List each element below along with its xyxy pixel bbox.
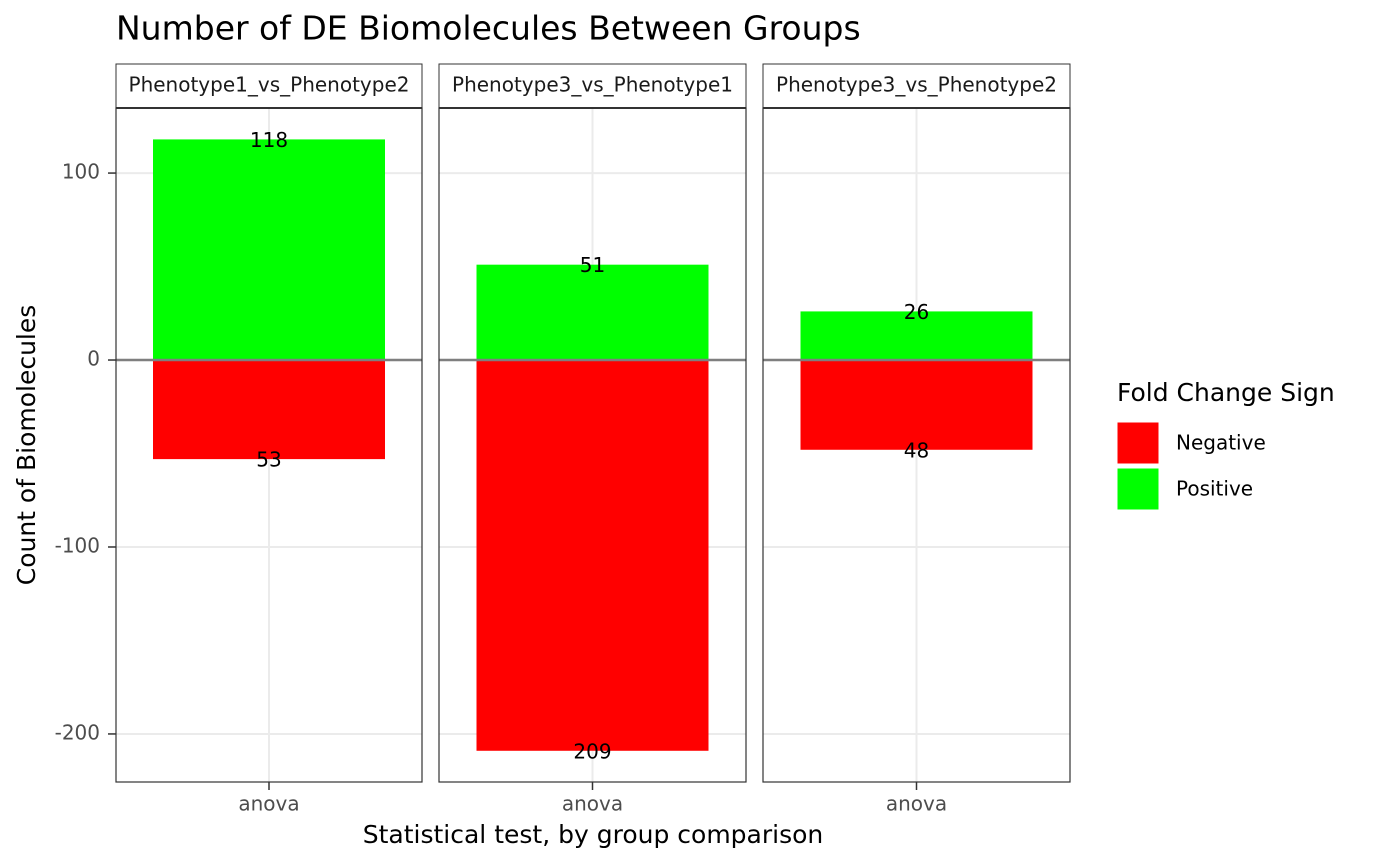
bar — [153, 139, 385, 361]
legend-key — [1116, 421, 1160, 465]
legend-title: Fold Change Sign — [1117, 378, 1335, 407]
y-tick-label: 100 — [62, 160, 100, 184]
bar — [800, 311, 1033, 361]
y-tick-label: 0 — [87, 347, 100, 371]
strip-label: Phenotype3_vs_Phenotype1 — [452, 73, 733, 97]
bar — [476, 360, 709, 751]
value-label: 48 — [904, 438, 929, 462]
value-label: 26 — [904, 300, 929, 324]
value-label: 53 — [256, 448, 281, 472]
bar — [800, 360, 1033, 450]
bar — [476, 264, 709, 361]
value-label: 51 — [580, 253, 605, 277]
legend-label: Positive — [1176, 477, 1253, 501]
x-axis-label: Statistical test, by group comparison — [363, 820, 824, 849]
strip-label: Phenotype3_vs_Phenotype2 — [776, 73, 1057, 97]
chart-title: Number of DE Biomolecules Between Groups — [116, 9, 861, 48]
legend-label: Negative — [1176, 431, 1266, 455]
y-tick-label: -100 — [55, 533, 100, 557]
strip — [438, 63, 747, 109]
x-tick-label: anova — [886, 792, 947, 816]
bar — [153, 360, 385, 460]
x-tick-label: anova — [562, 792, 623, 816]
x-tick-label: anova — [238, 792, 299, 816]
strip — [762, 63, 1071, 109]
strip-label: Phenotype1_vs_Phenotype2 — [129, 73, 410, 97]
value-label: 118 — [250, 128, 288, 152]
legend-key — [1116, 467, 1160, 511]
y-tick-label: -200 — [55, 720, 100, 744]
strip — [115, 63, 423, 109]
value-label: 209 — [573, 739, 611, 763]
y-axis-label: Count of Biomolecules — [12, 305, 41, 586]
